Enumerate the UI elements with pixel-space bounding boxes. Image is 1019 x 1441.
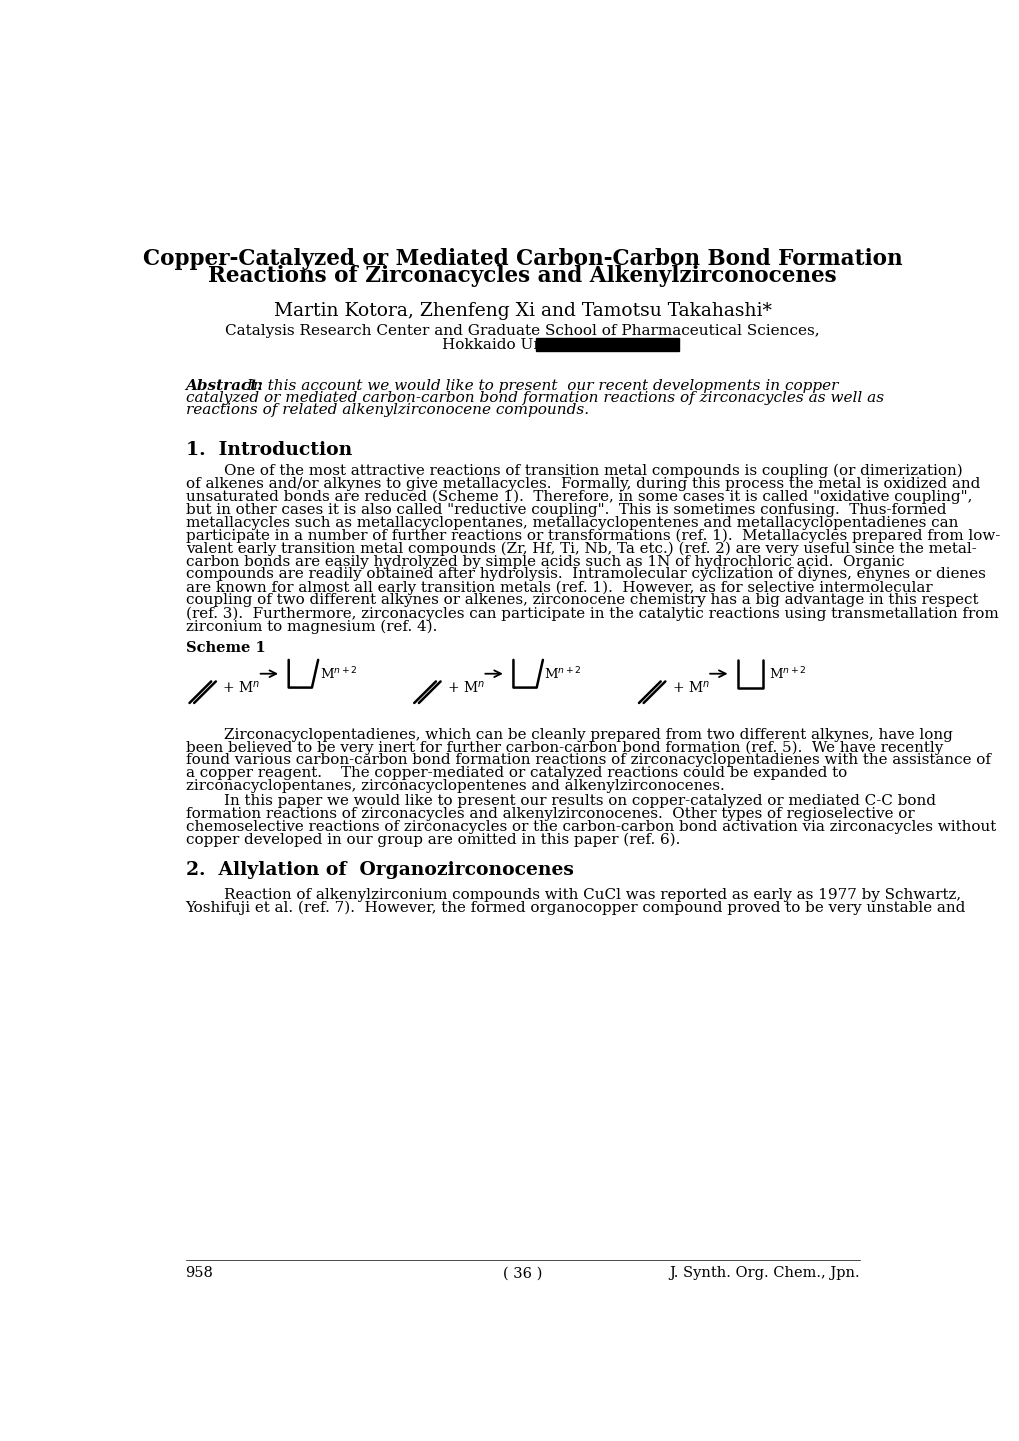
Text: 2.  Allylation of  Organozirconocenes: 2. Allylation of Organozirconocenes [185,860,573,879]
Text: Catalysis Research Center and Graduate School of Pharmaceutical Sciences,: Catalysis Research Center and Graduate S… [225,324,819,337]
Text: One of the most attractive reactions of transition metal compounds is coupling (: One of the most attractive reactions of … [185,464,962,478]
Text: carbon bonds are easily hydrolyzed by simple acids such as 1N of hydrochloric ac: carbon bonds are easily hydrolyzed by si… [185,555,904,569]
Text: reactions of related alkenylzirconocene compounds.: reactions of related alkenylzirconocene … [185,403,588,416]
Text: Martin Kotora, Zhenfeng Xi and Tamotsu Takahashi*: Martin Kotora, Zhenfeng Xi and Tamotsu T… [273,301,771,320]
Text: J. Synth. Org. Chem., Jpn.: J. Synth. Org. Chem., Jpn. [668,1267,859,1280]
Text: of alkenes and/or alkynes to give metallacycles.  Formally, during this process : of alkenes and/or alkynes to give metall… [185,477,979,491]
Text: M$^{n+2}$: M$^{n+2}$ [319,666,358,683]
Text: In this account we would like to present  our recent developments in copper: In this account we would like to present… [242,379,838,392]
Text: are known for almost all early transition metals (ref. 1).  However, as for sele: are known for almost all early transitio… [185,581,931,595]
Text: a copper reagent.    The copper-mediated or catalyzed reactions could be expande: a copper reagent. The copper-mediated or… [185,767,846,781]
Text: Abstract:: Abstract: [185,379,263,392]
Text: unsaturated bonds are reduced (Scheme 1).  Therefore, in some cases it is called: unsaturated bonds are reduced (Scheme 1)… [185,490,971,504]
Text: participate in a number of further reactions or transformations (ref. 1).  Metal: participate in a number of further react… [185,529,999,543]
Text: compounds are readily obtained after hydrolysis.  Intramolecular cyclization of : compounds are readily obtained after hyd… [185,568,984,582]
Text: Yoshifuji et al. (ref. 7).  However, the formed organocopper compound proved to : Yoshifuji et al. (ref. 7). However, the … [185,901,965,915]
Text: + M$^{n}$: + M$^{n}$ [222,680,260,696]
Text: (ref. 3).  Furthermore, zirconacycles can participate in the catalytic reactions: (ref. 3). Furthermore, zirconacycles can… [185,607,998,621]
Text: Zirconacyclopentadienes, which can be cleanly prepared from two different alkyne: Zirconacyclopentadienes, which can be cl… [185,728,952,742]
Text: zirconacyclopentanes, zirconacyclopentenes and alkenylzirconocenes.: zirconacyclopentanes, zirconacyclopenten… [185,780,723,794]
Text: valent early transition metal compounds (Zr, Hf, Ti, Nb, Ta etc.) (ref. 2) are v: valent early transition metal compounds … [185,542,975,556]
Text: Hokkaido University,: Hokkaido University, [441,339,603,353]
Text: + M$^{n}$: + M$^{n}$ [671,680,709,696]
Text: In this paper we would like to present our results on copper-catalyzed or mediat: In this paper we would like to present o… [185,794,934,808]
Text: Reactions of Zirconacycles and Alkenylzirconocenes: Reactions of Zirconacycles and Alkenylzi… [208,265,837,287]
Bar [535,337,679,350]
Text: Reaction of alkenylzirconium compounds with CuCl was reported as early as 1977 b: Reaction of alkenylzirconium compounds w… [185,888,960,902]
Text: metallacycles such as metallacyclopentanes, metallacyclopentenes and metallacycl: metallacycles such as metallacyclopentan… [185,516,957,530]
Text: Scheme 1: Scheme 1 [185,641,265,656]
Text: formation reactions of zirconacycles and alkenylzirconocenes.  Other types of re: formation reactions of zirconacycles and… [185,807,913,821]
Text: Copper-Catalyzed or Mediated Carbon-Carbon Bond Formation: Copper-Catalyzed or Mediated Carbon-Carb… [143,248,902,269]
Text: M$^{n+2}$: M$^{n+2}$ [768,666,806,683]
Text: copper developed in our group are omitted in this paper (ref. 6).: copper developed in our group are omitte… [185,833,680,847]
Text: 1.  Introduction: 1. Introduction [185,441,352,458]
Text: catalyzed or mediated carbon-carbon bond formation reactions of zirconacycles as: catalyzed or mediated carbon-carbon bond… [185,391,882,405]
Text: M$^{n+2}$: M$^{n+2}$ [544,666,582,683]
Text: 958: 958 [185,1267,213,1280]
Text: zirconium to magnesium (ref. 4).: zirconium to magnesium (ref. 4). [185,620,436,634]
Text: been believed to be very inert for further carbon-carbon bond formation (ref. 5): been believed to be very inert for furth… [185,741,942,755]
Text: chemoselective reactions of zirconacycles or the carbon-carbon bond activation v: chemoselective reactions of zirconacycle… [185,820,995,834]
Text: + M$^{n}$: + M$^{n}$ [446,680,484,696]
Text: found various carbon-carbon bond formation reactions of zirconacyclopentadienes : found various carbon-carbon bond formati… [185,754,989,768]
Text: ( 36 ): ( 36 ) [502,1267,542,1280]
Text: coupling of two different alkynes or alkenes, zirconocene chemistry has a big ad: coupling of two different alkynes or alk… [185,594,977,607]
Text: but in other cases it is also called "reductive coupling".  This is sometimes co: but in other cases it is also called "re… [185,503,946,517]
